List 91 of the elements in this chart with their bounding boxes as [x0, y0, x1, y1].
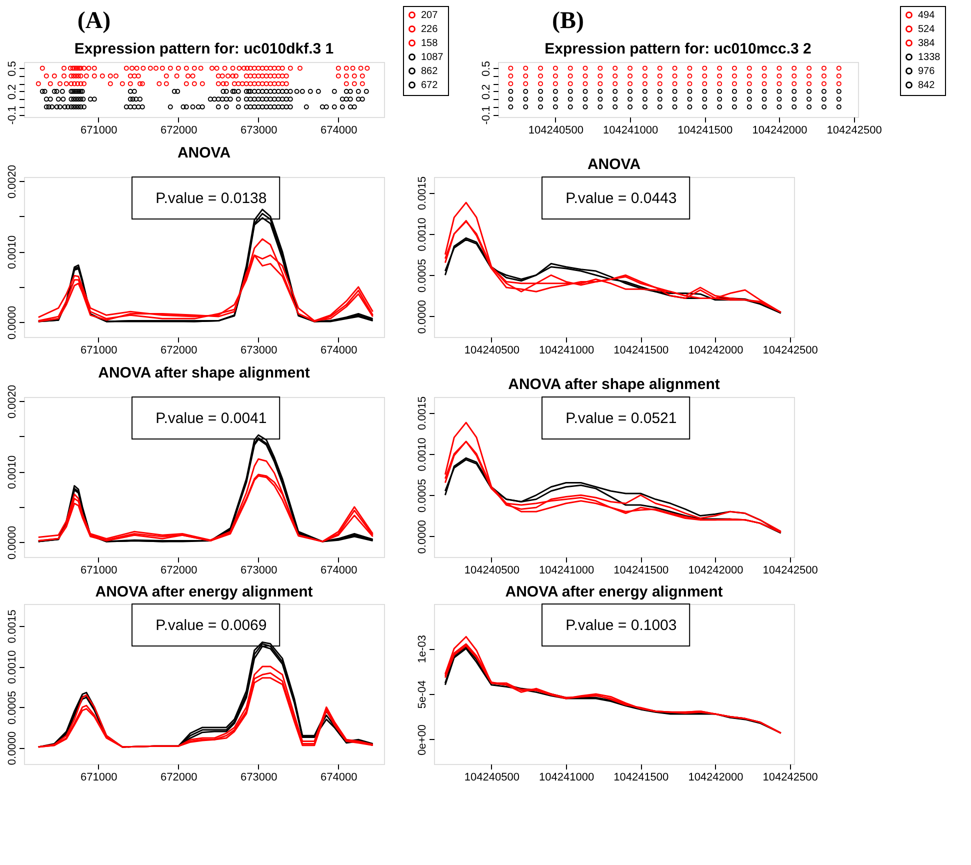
y-tick-label: 0.0010	[6, 455, 18, 490]
chart-title: ANOVA after energy alignment	[95, 584, 313, 600]
x-tick-label: 104242000	[688, 772, 744, 784]
legend-label: 207	[421, 10, 438, 21]
y-tick-label: 0.0010	[6, 650, 18, 684]
x-tick-label: 104241500	[614, 772, 669, 784]
y-tick-label: 0.5	[6, 61, 18, 76]
y-tick-label: 0.0000	[6, 526, 18, 560]
chart-title: Expression pattern for: uc010dkf.3 1	[74, 40, 334, 58]
legend-label: 842	[918, 80, 936, 91]
x-tick-label: 104242500	[762, 772, 818, 784]
x-tick-label: 674000	[320, 772, 358, 784]
x-tick-label: 104242000	[752, 124, 808, 136]
legend-label: 158	[421, 38, 438, 49]
x-tick-label: 673000	[240, 124, 278, 136]
chart-title: ANOVA after shape alignment	[98, 364, 310, 382]
x-tick-label: 104241500	[614, 344, 669, 356]
legend-label: 1087	[421, 52, 444, 63]
x-tick-label: 674000	[320, 124, 358, 136]
y-tick-label: 0.0010	[416, 438, 428, 472]
y-tick-label: 0.0010	[6, 235, 18, 270]
chart-title: ANOVA after shape alignment	[508, 376, 720, 393]
x-tick-label: 673000	[240, 344, 278, 356]
x-tick-label: 104242000	[688, 344, 744, 356]
x-tick-label: 104241000	[539, 564, 594, 576]
x-tick-label: 104241000	[603, 124, 658, 136]
x-tick-label: 104240500	[528, 124, 584, 136]
x-tick-label: 672000	[160, 772, 198, 784]
y-tick-label: 0.0005	[416, 258, 428, 292]
y-tick-label: -0.1	[6, 106, 18, 125]
x-tick-label: 672000	[160, 124, 198, 136]
x-tick-label: 104242500	[762, 344, 818, 356]
legend-label: 226	[421, 24, 438, 35]
x-tick-label: 104241000	[539, 772, 594, 784]
legend-label: 524	[918, 24, 936, 35]
x-tick-label: 674000	[320, 564, 358, 576]
y-tick-label: 0.0000	[416, 520, 428, 554]
x-tick-label: 671000	[80, 772, 118, 784]
y-tick-label: 0.5	[480, 61, 492, 76]
legend-label: 1338	[918, 52, 941, 63]
y-tick-label: 0.2	[480, 84, 492, 100]
x-tick-label: 104240500	[464, 564, 520, 576]
y-tick-label: 0.0015	[416, 396, 428, 430]
y-tick-label: 0e+00	[416, 724, 428, 756]
y-tick-label: 0.2	[6, 84, 18, 100]
y-tick-label: 0.0000	[416, 300, 428, 334]
text: (B)	[552, 8, 584, 34]
y-tick-label: -0.1	[480, 106, 492, 125]
text: (A)	[77, 8, 111, 34]
chart-title: ANOVA	[587, 156, 641, 173]
x-tick-label: 673000	[240, 564, 278, 576]
y-tick-label: 0.0000	[6, 306, 18, 340]
legend-label: 672	[421, 80, 438, 91]
x-tick-label: 674000	[320, 344, 358, 356]
x-tick-label: 104242500	[762, 564, 818, 576]
y-tick-label: 0.0005	[6, 690, 18, 724]
y-tick-label: 0.0015	[416, 176, 428, 210]
x-tick-label: 672000	[160, 564, 198, 576]
x-tick-label: 104240500	[464, 772, 520, 784]
x-tick-label: 104241500	[614, 564, 669, 576]
chart-title: ANOVA after energy alignment	[505, 584, 723, 600]
x-tick-label: 104242000	[688, 564, 744, 576]
x-tick-label: 671000	[80, 124, 118, 136]
annotation: P.value = 0.1003	[566, 617, 677, 634]
x-tick-label: 673000	[240, 772, 278, 784]
legend-label: 976	[918, 66, 936, 77]
x-tick-label: 104241000	[539, 344, 594, 356]
x-tick-label: 671000	[80, 564, 118, 576]
legend-label: 384	[918, 38, 936, 49]
y-tick-label: 1e-03	[416, 634, 428, 664]
annotation: P.value = 0.0041	[156, 410, 267, 427]
legend-label: 862	[421, 66, 438, 77]
annotation: P.value = 0.0138	[156, 190, 267, 207]
y-tick-label: 0.0000	[6, 731, 18, 766]
y-tick-label: 0.0020	[6, 164, 18, 199]
x-tick-label: 104241500	[678, 124, 733, 136]
annotation: P.value = 0.0521	[566, 410, 677, 427]
chart-title: ANOVA	[177, 144, 231, 162]
y-tick-label: 0.0005	[416, 478, 428, 512]
x-tick-label: 104242500	[826, 124, 882, 136]
y-tick-label: 0.0010	[416, 218, 428, 252]
y-tick-label: 0.0020	[6, 384, 18, 419]
annotation: P.value = 0.0443	[566, 190, 677, 207]
x-tick-label: 672000	[160, 344, 198, 356]
x-tick-label: 104240500	[464, 344, 520, 356]
legend-label: 494	[918, 10, 936, 21]
y-tick-label: 5e-04	[416, 680, 428, 709]
y-tick-label: 0.0015	[6, 610, 18, 644]
x-tick-label: 671000	[80, 344, 118, 356]
chart-title: Expression pattern for: uc010mcc.3 2	[544, 40, 812, 58]
annotation: P.value = 0.0069	[156, 617, 267, 634]
